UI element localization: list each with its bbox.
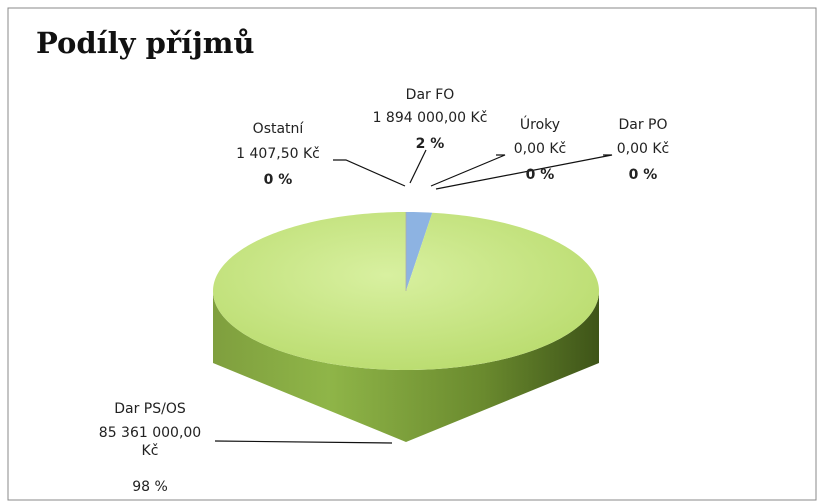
slice-percent: 0 %	[525, 167, 555, 183]
leader-line	[409, 149, 427, 184]
slice-name: Úroky	[519, 117, 561, 133]
slice-percent: 0 %	[628, 167, 658, 183]
slice-amount: 1 894 000,00 Kč	[372, 110, 488, 126]
slice	[406, 212, 433, 291]
leader-line	[435, 154, 613, 190]
slice-name: Dar FO	[405, 87, 455, 103]
slice-percent: 0 %	[263, 172, 293, 188]
slice-name: Ostatní	[252, 121, 304, 137]
slice-percent: 2 %	[415, 136, 445, 152]
leader-line	[430, 154, 506, 187]
slice-amount: 0,00 Kč	[616, 141, 670, 157]
slice-amount: 85 361 000,00 Kč	[98, 425, 202, 459]
slice-amount: 0,00 Kč	[513, 141, 567, 157]
slice-name: Dar PS/OS	[114, 401, 186, 417]
leader-line	[214, 440, 393, 444]
slice-amount: 1 407,50 Kč	[236, 146, 320, 162]
slice-name: Dar PO	[618, 117, 668, 133]
slice-side	[213, 291, 599, 442]
slice-percent: 98 %	[132, 479, 168, 495]
frame	[7, 7, 817, 501]
chart-title: Podíly příjmů	[36, 26, 255, 60]
leader-line	[333, 159, 406, 187]
